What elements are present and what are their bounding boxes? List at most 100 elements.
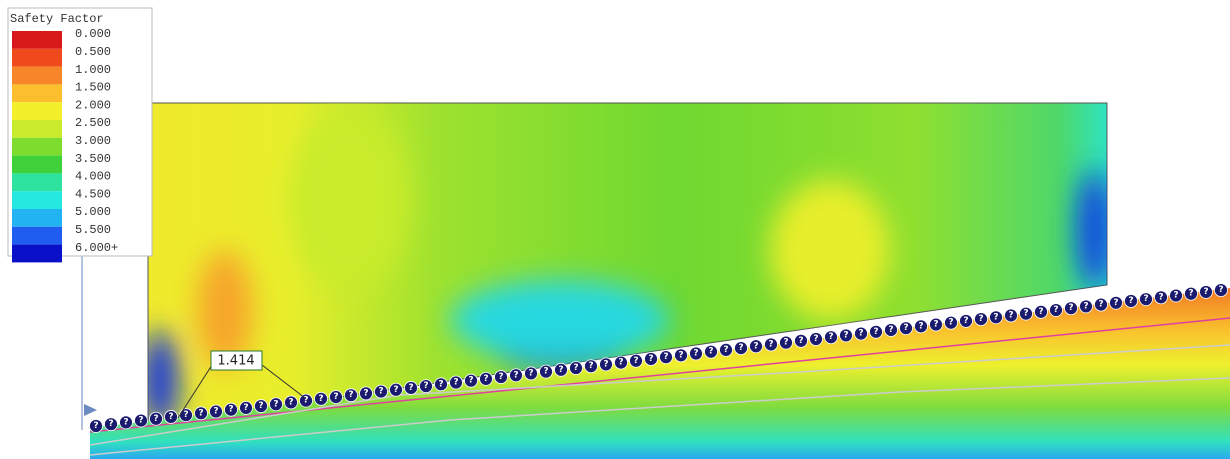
marker-symbol: ? — [528, 368, 533, 378]
marker — [434, 377, 448, 392]
marker — [569, 361, 583, 375]
marker — [104, 417, 118, 432]
marker-symbol: ? — [168, 412, 173, 422]
marker-symbol: ? — [1173, 291, 1178, 301]
marker-symbol: ? — [303, 396, 308, 406]
legend: Safety Factor 0.000 0.500 1.000 1.500 2.000 2… — [7, 7, 153, 263]
model-view: ????????????????????????????????????????… — [81, 102, 1230, 459]
marker-symbol: ? — [663, 352, 668, 362]
marker-symbol: ? — [243, 403, 248, 413]
marker-symbol: ? — [1053, 305, 1058, 315]
marker — [464, 373, 478, 388]
marker-symbol: ? — [1218, 285, 1223, 295]
legend-swatch — [12, 102, 62, 120]
marker — [284, 395, 298, 410]
legend-label: 3.000 — [75, 134, 111, 148]
marker-symbol: ? — [843, 330, 848, 340]
marker-symbol: ? — [1008, 310, 1013, 320]
marker-symbol: ? — [603, 359, 608, 369]
marker-symbol: ? — [378, 387, 383, 397]
marker-symbol: ? — [813, 334, 818, 344]
marker-symbol: ? — [213, 407, 218, 417]
annotation-box — [210, 350, 263, 371]
legend-label: 5.500 — [75, 223, 111, 237]
contour-blob — [770, 180, 890, 320]
legend-swatch — [12, 48, 62, 67]
marker-symbol: ? — [138, 416, 143, 426]
legend-label: 5.000 — [75, 205, 111, 219]
marker — [599, 357, 613, 372]
marker — [584, 359, 598, 374]
marker-symbol: ? — [258, 401, 263, 411]
marker-symbol: ? — [1038, 307, 1043, 317]
marker-symbol: ? — [1023, 309, 1028, 319]
marker — [989, 310, 1003, 325]
marker — [209, 404, 223, 419]
marker — [944, 315, 958, 330]
marker-symbol: ? — [948, 318, 953, 328]
mesh-line — [89, 344, 1230, 446]
contour-blob — [197, 250, 253, 370]
marker-symbol: ? — [453, 378, 458, 388]
marker-symbol: ? — [738, 343, 743, 353]
marker-symbol: ? — [1143, 294, 1148, 304]
marker-symbol: ? — [108, 419, 113, 429]
marker-symbol: ? — [348, 390, 353, 400]
contour-blob — [1077, 170, 1107, 290]
marker — [224, 402, 238, 417]
marker — [974, 312, 988, 327]
marker-symbol: ? — [1128, 296, 1133, 306]
leader-line — [177, 364, 213, 419]
legend-swatch — [12, 31, 62, 49]
marker — [854, 326, 868, 341]
marker — [659, 350, 673, 365]
marker — [239, 400, 253, 415]
marker-symbol: ? — [408, 383, 413, 393]
marker-symbol: ? — [543, 367, 548, 377]
marker-symbol: ? — [483, 374, 488, 384]
marker-symbol: ? — [1188, 289, 1193, 299]
marker-symbol: ? — [513, 370, 518, 380]
marker-symbol: ? — [363, 388, 368, 398]
legend-label: 4.500 — [75, 187, 111, 201]
marker-symbol: ? — [873, 327, 878, 337]
marker — [524, 366, 538, 381]
marker-symbol: ? — [438, 379, 443, 389]
marker — [1154, 290, 1168, 305]
marker — [629, 353, 643, 368]
legend-swatch — [12, 226, 62, 245]
marker-symbol: ? — [183, 410, 188, 420]
marker — [494, 370, 508, 384]
contour-blob — [290, 110, 410, 290]
marker — [1034, 304, 1048, 319]
marker-symbol: ? — [783, 338, 788, 348]
marker-symbol: ? — [423, 381, 428, 391]
marker-symbol: ? — [198, 408, 203, 418]
marker — [329, 390, 343, 404]
marker — [689, 346, 703, 361]
marker-symbol: ? — [933, 320, 938, 330]
marker — [734, 341, 748, 355]
marker-symbol: ? — [573, 363, 578, 373]
marker-symbol: ? — [228, 405, 233, 415]
marker — [509, 368, 523, 383]
marker — [344, 388, 358, 403]
marker — [824, 330, 838, 345]
marker — [479, 371, 493, 386]
contour-blob — [450, 280, 670, 360]
marker — [749, 339, 763, 354]
marker — [539, 364, 553, 379]
marker-symbol: ? — [903, 323, 908, 333]
marker-symbol: ? — [648, 354, 653, 364]
marker — [899, 321, 913, 336]
marker-symbol: ? — [288, 397, 293, 407]
marker-symbol: ? — [708, 347, 713, 357]
marker — [134, 413, 148, 428]
marker — [779, 335, 793, 350]
marker — [149, 411, 163, 426]
marker-symbol: ? — [333, 392, 338, 402]
legend-swatch — [12, 191, 62, 209]
marker-symbol: ? — [498, 372, 503, 382]
marker-symbol: ? — [633, 356, 638, 366]
marker-symbol: ? — [558, 365, 563, 375]
